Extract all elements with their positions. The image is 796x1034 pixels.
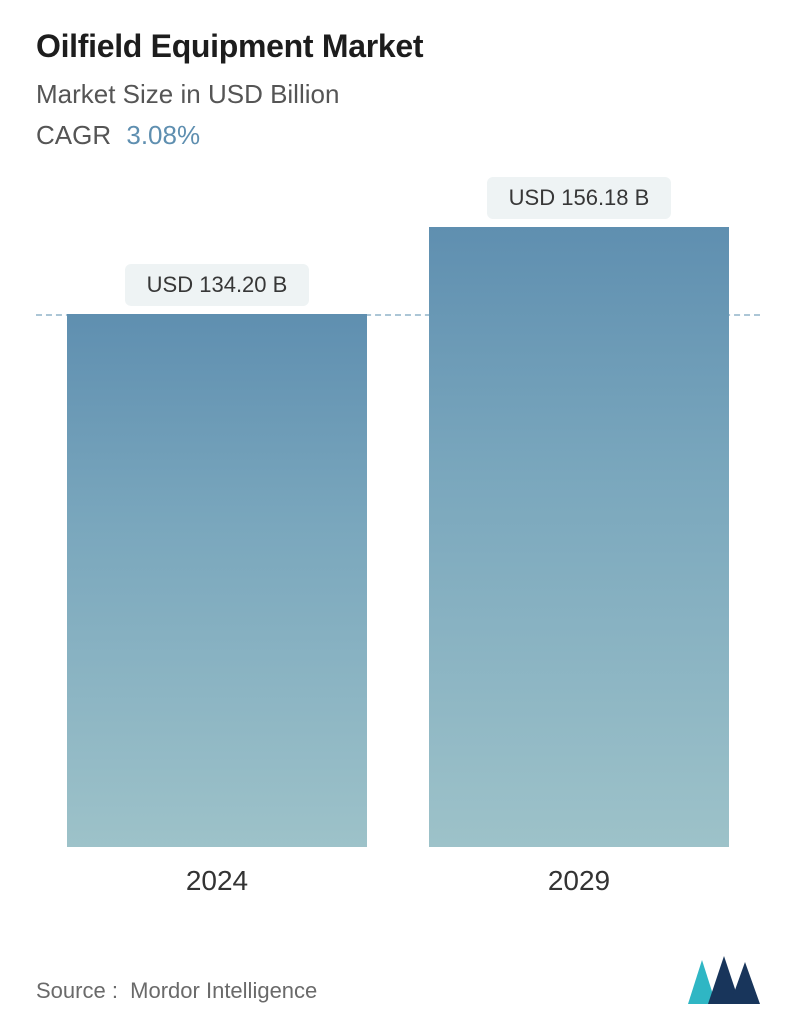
- cagr-line: CAGR 3.08%: [36, 120, 760, 151]
- value-badge: USD 134.20 B: [125, 264, 310, 306]
- source-text: Source : Mordor Intelligence: [36, 978, 317, 1004]
- chart-area: USD 134.20 B 2024 USD 156.18 B 2029: [36, 191, 760, 911]
- chart-subtitle: Market Size in USD Billion: [36, 79, 760, 110]
- footer: Source : Mordor Intelligence: [36, 956, 760, 1004]
- bar: [67, 314, 367, 847]
- source-name: Mordor Intelligence: [130, 978, 317, 1003]
- source-label: Source :: [36, 978, 118, 1003]
- bar: [429, 227, 729, 847]
- bars-container: USD 134.20 B 2024 USD 156.18 B 2029: [36, 227, 760, 847]
- value-badge: USD 156.18 B: [487, 177, 672, 219]
- bar-group-0: USD 134.20 B 2024: [67, 264, 367, 847]
- chart-title: Oilfield Equipment Market: [36, 28, 760, 65]
- cagr-value: 3.08%: [126, 120, 200, 150]
- x-axis-label: 2024: [67, 865, 367, 897]
- brand-logo-icon: [688, 956, 760, 1004]
- cagr-label: CAGR: [36, 120, 111, 150]
- x-axis-label: 2029: [429, 865, 729, 897]
- bar-group-1: USD 156.18 B 2029: [429, 177, 729, 847]
